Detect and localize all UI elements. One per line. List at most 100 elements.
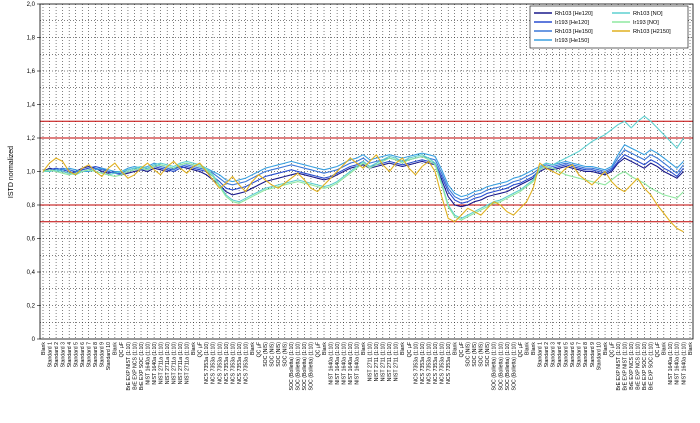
x-tick-label: NIST 2711a (1:10): [185, 342, 191, 384]
x-tick-label: NCS 7353a (1:10): [440, 342, 446, 384]
x-tick-label: SOC (Bolletta) (1:10): [492, 342, 498, 391]
legend-label: Ir193 [He120]: [555, 20, 589, 26]
x-tick-label: NIST 1640a (1:10): [335, 342, 341, 385]
x-tick-label: Standard 4: [557, 342, 563, 367]
x-tick-label: NIST 1640a (1:10): [152, 342, 158, 385]
y-tick-label: 0,6: [27, 237, 36, 243]
x-tick-label: SOC (Bolletta) (1:10): [296, 342, 302, 391]
legend-label: Rh103 [He150]: [555, 29, 593, 35]
x-tick-label: NCS 7353a (1:10): [237, 342, 243, 384]
x-tick-label: BrE EXP NCS (1:10): [132, 342, 138, 390]
x-tick-label: NCS 7353a (1:10): [413, 342, 419, 384]
x-tick-label: Blank: [191, 342, 197, 355]
x-tick-label: NIST 1640a (1:10): [675, 342, 681, 385]
x-tick-label: NCS 7353a (1:10): [426, 342, 432, 384]
legend-label: Rh103 [H2150]: [633, 29, 671, 35]
x-tick-label: BrE EXP SOC (1:10): [139, 342, 145, 390]
legend-box: [529, 5, 689, 49]
x-tick-label: Standard 7: [87, 342, 93, 367]
x-tick-label: Blank: [322, 342, 328, 355]
legend-label: Rh103 [He120]: [555, 11, 593, 17]
x-tick-label: Blank: [524, 342, 530, 355]
x-tick-label: Blank: [113, 342, 119, 355]
x-tick-label: Standard 3: [60, 342, 66, 367]
x-tick-label: Standard 5: [74, 342, 80, 367]
x-tick-label: SOC (Bolletta) (1:10): [511, 342, 517, 391]
x-tick-label: Standard 9: [100, 342, 106, 367]
x-axis: Blank Standard 1 Standard 2 Standard 3 Stand…: [41, 342, 694, 391]
x-tick-label: SOC (Bolletta) (1:10): [289, 342, 295, 391]
x-tick-label: Standard 9: [590, 342, 596, 367]
x-tick-label: NIST 1640a (1:10): [355, 342, 361, 385]
x-tick-label: Standard 10: [106, 342, 112, 370]
x-tick-label: Standard 7: [577, 342, 583, 367]
x-tick-label: NIST 2711a (1:10): [172, 342, 178, 384]
x-tick-label: QC µF: [655, 342, 661, 357]
legend-label: Rh103 [NO]: [633, 11, 663, 17]
x-tick-label: SOC (NIS): [466, 342, 472, 367]
y-tick-label: 0: [32, 337, 36, 343]
reference-lines: [40, 120, 693, 223]
x-tick-label: Blank: [662, 342, 668, 355]
x-tick-label: NCS 7353a (1:10): [433, 342, 439, 384]
legend: Rh103 [He120] Ir193 [He120] Rh103 [He150] I…: [529, 5, 689, 49]
x-tick-label: NIST 1640a (1:10): [341, 342, 347, 385]
x-tick-label: SOC (Bolletta) (1:10): [505, 342, 511, 391]
x-tick-label: NIST 1640a (1:10): [328, 342, 334, 385]
x-tick-label: NIST 2711a (1:10): [165, 342, 171, 384]
x-tick-label: NIST 2711a (1:10): [178, 342, 184, 384]
x-tick-label: QC µF: [459, 342, 465, 357]
x-tick-label: SOC (NIS): [276, 342, 282, 367]
x-tick-label: Standard 1: [538, 342, 544, 367]
x-tick-label: NIST 1640a (1:10): [668, 342, 674, 385]
series-line: [42, 157, 684, 208]
x-tick-label: QC µF: [315, 342, 321, 357]
y-axis: 0 0,2 0,4 0,6 0,8 1,0 1,2 1,4 1,6 1,8 2,0: [27, 2, 40, 343]
y-tick-label: 0,2: [27, 304, 36, 310]
y-tick-label: 1,2: [27, 136, 36, 142]
x-tick-label: SOC (Bolletta) (1:10): [302, 342, 308, 391]
x-tick-label: SOC (NIS): [485, 342, 491, 367]
x-tick-label: BrE EXP NCS (1:10): [636, 342, 642, 390]
x-tick-label: Blank: [453, 342, 459, 355]
x-tick-label: BrE EXP NIST (1:10): [126, 342, 132, 391]
legend-label: Ir193 [NO]: [633, 20, 659, 26]
x-tick-label: QC µF: [407, 342, 413, 357]
x-tick-label: Standard 6: [570, 342, 576, 367]
x-tick-label: Standard 2: [544, 342, 550, 367]
x-tick-label: NCS 7353a (1:10): [446, 342, 452, 384]
y-tick-label: 1,6: [27, 69, 36, 75]
x-tick-label: Blank: [603, 342, 609, 355]
y-tick-label: 0,4: [27, 270, 36, 276]
y-tick-label: 0,8: [27, 203, 36, 209]
x-tick-label: Standard 8: [93, 342, 99, 367]
x-tick-label: QC µF: [198, 342, 204, 357]
x-tick-label: BrE EXP NIST (1:10): [622, 342, 628, 391]
x-tick-label: SOC (NIS): [263, 342, 269, 367]
x-tick-label: NCS 7353a (1:10): [224, 342, 230, 384]
x-tick-label: Blank: [531, 342, 537, 355]
series-line: [43, 115, 684, 219]
x-tick-label: SOC (Bolletta) (1:10): [498, 342, 504, 391]
y-axis-label: ISTD normalized: [8, 146, 15, 198]
x-tick-label: QC µF: [119, 342, 125, 357]
x-tick-label: SOC (NIS): [472, 342, 478, 367]
legend-label: Ir193 [He150]: [555, 38, 589, 44]
y-tick-label: 1,0: [27, 170, 36, 176]
x-tick-label: NCS 7353a (1:10): [211, 342, 217, 384]
x-tick-label: QC µF: [518, 342, 524, 357]
x-tick-label: BrE EXP SOC (1:10): [642, 342, 648, 390]
x-tick-label: NIST 2711 (1:10): [374, 342, 380, 382]
x-tick-label: Standard 1: [47, 342, 53, 367]
x-tick-label: NIST 1640a (1:10): [681, 342, 687, 385]
x-tick-label: NCS 7353a (1:10): [217, 342, 223, 384]
x-tick-label: Blank: [361, 342, 367, 355]
x-tick-label: BrE EXP SOC (1:10): [649, 342, 655, 390]
x-tick-label: Standard 8: [583, 342, 589, 367]
x-tick-label: Blank: [400, 342, 406, 355]
x-tick-label: Standard 4: [67, 342, 73, 367]
x-tick-label: NIST 2711 (1:10): [381, 342, 387, 382]
x-tick-label: Standard 3: [551, 342, 557, 367]
x-tick-label: Blank: [688, 342, 694, 355]
